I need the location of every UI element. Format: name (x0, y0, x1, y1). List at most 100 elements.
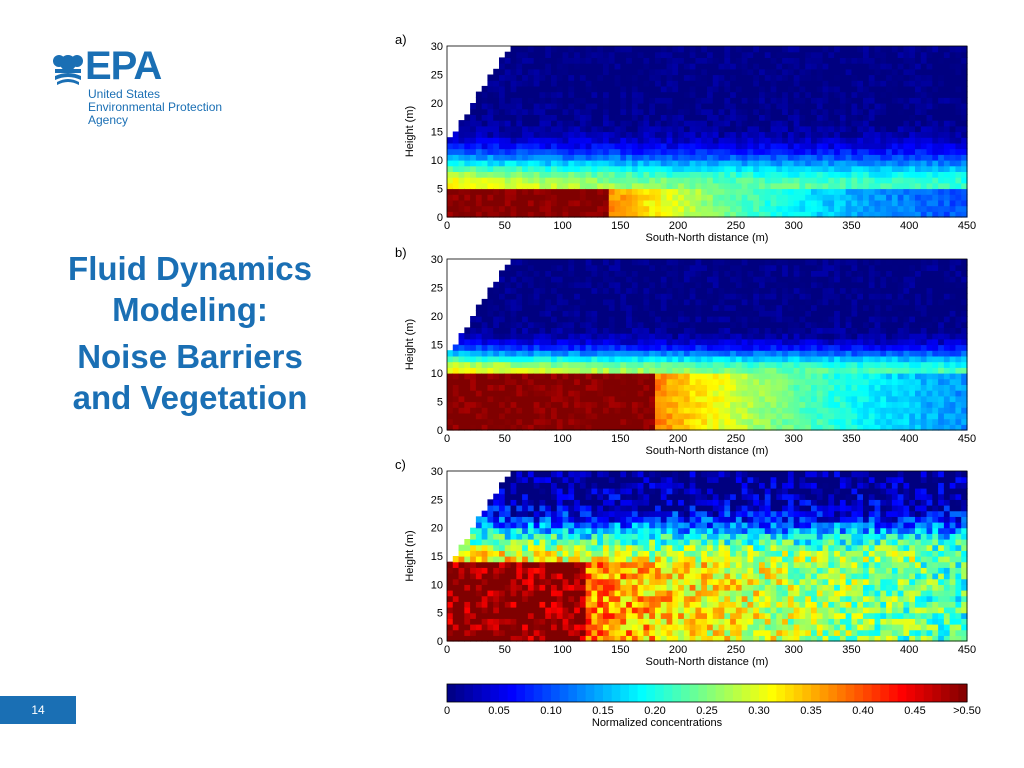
heatmap-cell (585, 276, 593, 283)
heatmap-cell (753, 131, 760, 138)
heatmap-cell (759, 407, 766, 414)
heatmap-cell (626, 310, 633, 317)
heatmap-cell (712, 137, 720, 144)
heatmap-cell (643, 395, 650, 403)
heatmap-cell (747, 384, 754, 391)
heatmap-cell (678, 355, 685, 363)
heatmap-cell (470, 160, 477, 167)
heatmap-cell (666, 211, 673, 218)
heatmap-cell (886, 165, 893, 172)
heatmap-cell (481, 205, 489, 212)
heatmap-cell (834, 367, 841, 374)
heatmap-cell (614, 46, 621, 53)
heatmap-cell (574, 154, 581, 161)
heatmap-cell (631, 412, 639, 420)
heatmap-cell (851, 390, 858, 397)
heatmap-cell (961, 199, 968, 207)
heatmap-cell (793, 80, 801, 87)
heatmap-cell (522, 378, 529, 385)
heatmap-cell (735, 199, 743, 207)
heatmap-cell (863, 350, 870, 357)
heatmap-cell (551, 80, 558, 87)
heatmap-cell (701, 125, 708, 133)
heatmap-cell (689, 80, 697, 87)
heatmap-cell (562, 137, 569, 144)
heatmap-cell (631, 131, 639, 138)
heatmap-cell (857, 85, 864, 93)
heatmap-cell (527, 344, 535, 351)
heatmap-cell (822, 298, 829, 306)
heatmap-cell (574, 327, 581, 334)
heatmap-cell (562, 74, 569, 81)
heatmap-cell (868, 57, 876, 64)
heatmap-cell (626, 367, 633, 374)
heatmap-cell (805, 108, 812, 115)
heatmap-cell (868, 131, 876, 138)
heatmap-cell (701, 281, 708, 289)
heatmap-cell (747, 298, 754, 306)
heatmap-cell (655, 355, 662, 363)
heatmap-cell (880, 316, 887, 323)
heatmap-cell (764, 384, 772, 391)
heatmap-cell (603, 91, 610, 98)
heatmap-cell (943, 154, 951, 161)
heatmap-cell (787, 205, 795, 212)
heatmap-cell (556, 85, 564, 93)
heatmap-cell (799, 395, 806, 403)
heatmap-cell (672, 46, 679, 53)
heatmap-cell (897, 91, 905, 98)
heatmap-cell (522, 194, 529, 201)
heatmap-cell (776, 68, 783, 76)
heatmap-cell (811, 97, 818, 104)
heatmap-cell (695, 327, 702, 334)
heatmap-cell (880, 390, 887, 397)
heatmap-cell (678, 390, 685, 397)
heatmap-cell (655, 264, 662, 271)
heatmap-cell (897, 85, 905, 93)
heatmap-cell (828, 108, 835, 115)
heatmap-cell (741, 373, 749, 380)
heatmap-cell (747, 120, 754, 127)
heatmap-cell (926, 120, 933, 127)
heatmap-cell (689, 259, 697, 266)
heatmap-cell (897, 177, 905, 184)
heatmap-cell (574, 281, 581, 289)
heatmap-cell (712, 154, 720, 161)
heatmap-cell (672, 165, 679, 172)
heatmap-cell (626, 384, 633, 391)
heatmap-cell (568, 321, 575, 328)
heatmap-cell (614, 160, 621, 167)
x-tick-label: 400 (900, 220, 918, 232)
heatmap-cell (816, 333, 824, 340)
heatmap-cell (522, 259, 529, 266)
heatmap-cell (712, 165, 720, 172)
heatmap-cell (683, 293, 691, 300)
heatmap-cell (510, 120, 517, 127)
heatmap-cell (886, 333, 893, 340)
heatmap-cell (857, 418, 864, 425)
heatmap-cell (782, 199, 789, 207)
heatmap-cell (759, 395, 766, 403)
heatmap-cell (683, 298, 691, 306)
heatmap-cell (597, 401, 604, 408)
heatmap-cell (816, 188, 824, 195)
heatmap-cell (886, 395, 893, 403)
heatmap-cell (903, 205, 910, 212)
heatmap-cell (545, 418, 552, 425)
heatmap-cell (770, 205, 777, 212)
heatmap-cell (666, 177, 673, 184)
heatmap-cell (487, 316, 494, 323)
heatmap-cell (574, 378, 581, 385)
heatmap-cell (614, 338, 621, 346)
heatmap-cell (834, 148, 841, 155)
heatmap-cell (522, 46, 529, 53)
heatmap-cell (626, 114, 633, 121)
heatmap-cell (816, 355, 824, 363)
heatmap-cell (874, 80, 881, 87)
heatmap-cell (504, 378, 512, 385)
heatmap-cell (880, 125, 887, 133)
heatmap-cell (747, 304, 754, 311)
heatmap-cell (712, 264, 720, 271)
heatmap-cell (631, 259, 639, 266)
heatmap-cell (603, 74, 610, 81)
